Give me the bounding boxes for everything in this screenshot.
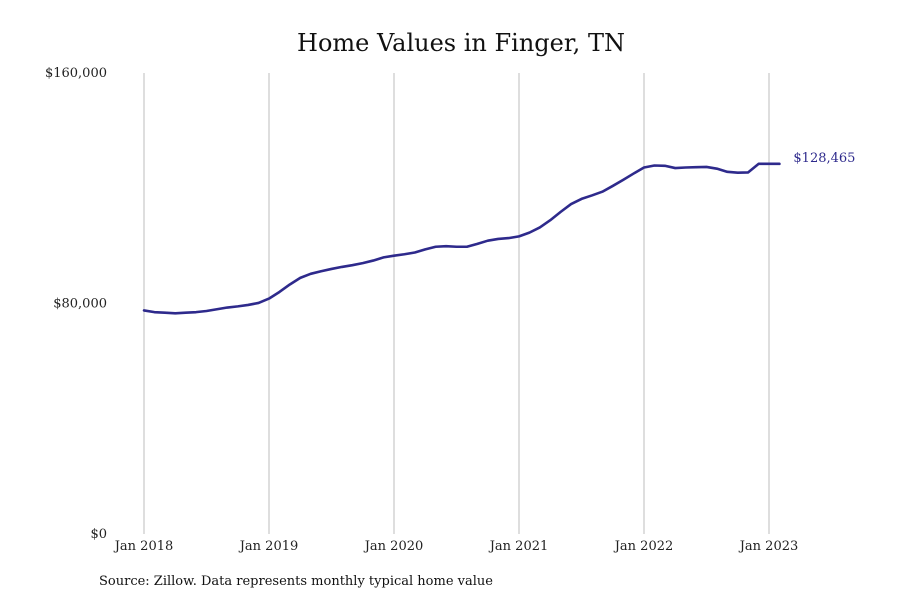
grid-lines xyxy=(143,73,770,534)
series-layer xyxy=(142,162,781,315)
x-tick-label: Jan 2020 xyxy=(363,539,424,554)
y-tick-label: $0 xyxy=(90,527,107,542)
y-axis-ticks: $0 $80,000 $160,000 xyxy=(45,66,107,542)
y-tick-label: $80,000 xyxy=(53,297,107,312)
x-tick-label: Jan 2023 xyxy=(738,539,799,554)
x-axis-ticks: Jan 2018 Jan 2019 Jan 2020 Jan 2021 Jan 2022… xyxy=(113,539,799,554)
x-tick-label: Jan 2019 xyxy=(238,539,299,554)
x-tick-label: Jan 2018 xyxy=(113,539,174,554)
y-tick-label: $160,000 xyxy=(45,66,107,81)
chart-title: Home Values in Finger, TN xyxy=(297,29,625,57)
series-line xyxy=(142,162,781,315)
x-tick-label: Jan 2022 xyxy=(613,539,674,554)
x-tick-label: Jan 2021 xyxy=(488,539,549,554)
source-note: Source: Zillow. Data represents monthly … xyxy=(99,574,493,589)
last-value-label: $128,465 xyxy=(793,151,855,166)
